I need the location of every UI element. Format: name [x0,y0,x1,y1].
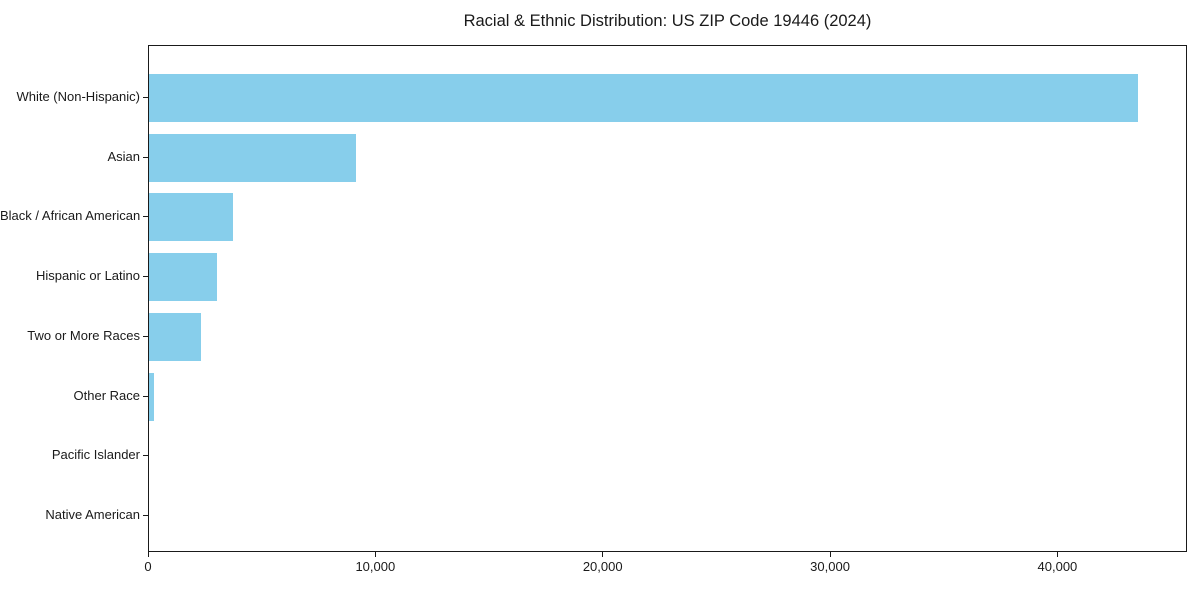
x-tick-mark [374,552,376,557]
y-tick-label: White (Non-Hispanic) [16,89,140,104]
bar [149,193,234,242]
y-tick-label: Pacific Islander [51,447,140,463]
bar [149,253,218,302]
bar [149,312,202,361]
x-tick-mark [829,552,831,557]
x-tick-label: 40,000 [1037,559,1078,574]
y-tick-label: Hispanic or Latino [35,268,140,284]
x-tick-label: 30,000 [810,559,850,574]
y-tick-mark [143,276,148,278]
y-tick-mark [143,156,148,158]
y-tick-mark [143,97,148,98]
x-tick-mark [147,552,149,557]
x-tick-label: 10,000 [355,559,396,574]
chart-title: Racial & Ethnic Distribution: US ZIP Cod… [463,12,872,30]
y-tick-mark [143,455,148,457]
y-tick-mark [143,395,148,397]
y-tick-mark [143,216,148,218]
y-tick-mark [143,335,148,337]
y-tick-label: Asian [107,148,140,164]
x-tick-mark [1056,552,1058,557]
bar [149,74,1138,122]
y-tick-label: Native American [45,506,140,522]
y-tick-label: Two or More Races [27,327,140,343]
x-tick-label: 20,000 [582,559,623,574]
x-tick-label: 0 [144,559,152,574]
x-tick-mark [602,552,604,557]
bar [149,133,356,182]
plot-area [148,45,1187,552]
y-tick-label: Black / African American [0,208,141,224]
bar [149,372,154,421]
y-tick-mark [143,514,148,516]
y-tick-label: Other Race [73,387,140,403]
